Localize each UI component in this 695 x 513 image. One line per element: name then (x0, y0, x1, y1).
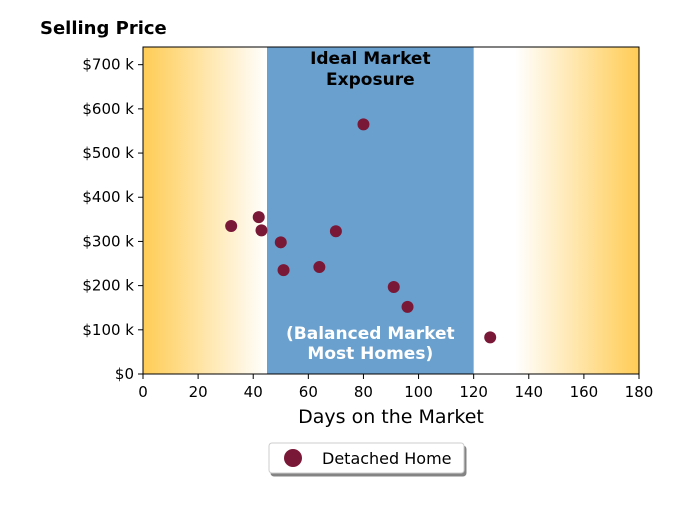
data-point (387, 280, 400, 293)
x-tick-label: 140 (514, 383, 543, 401)
data-point (401, 300, 414, 313)
legend: Detached Home (268, 442, 465, 474)
data-points (225, 118, 497, 344)
data-point (225, 219, 238, 232)
x-tick-label: 0 (138, 383, 148, 401)
y-axis: $0 $100 k $200 k $300 k $400 k $500 k $600 k $7… (82, 56, 143, 383)
x-tick-label: 60 (299, 383, 318, 401)
legend-box (268, 442, 465, 474)
y-tick-label: $200 k (82, 277, 134, 295)
y-tick-label: $100 k (82, 321, 134, 339)
data-point (252, 211, 265, 224)
band-label-top: Ideal Market (310, 49, 431, 69)
y-tick-label: $300 k (82, 232, 134, 250)
x-tick-label: 160 (570, 383, 599, 401)
data-point (277, 264, 290, 277)
band-label-bottom: Most Homes) (307, 344, 433, 364)
data-point (329, 225, 342, 238)
x-tick-label: 180 (625, 383, 654, 401)
chart-title: Selling Price (40, 18, 167, 39)
data-point (255, 224, 268, 237)
legend-marker (284, 449, 302, 467)
data-point (357, 118, 370, 131)
y-tick-label: $500 k (82, 144, 134, 162)
band-label-top: Exposure (326, 70, 415, 90)
data-point (313, 261, 326, 274)
y-tick-label: $0 (115, 365, 134, 383)
legend-label: Detached Home (322, 449, 452, 468)
data-point (274, 236, 287, 249)
y-tick-label: $400 k (82, 188, 134, 206)
y-tick-label: $700 k (82, 56, 134, 74)
band-label-bottom: (Balanced Market (286, 324, 455, 344)
band-rect (267, 47, 474, 374)
y-tick-label: $600 k (82, 100, 134, 118)
data-point (484, 331, 497, 344)
x-tick-label: 40 (244, 383, 263, 401)
x-tick-label: 80 (354, 383, 373, 401)
x-tick-label: 20 (189, 383, 208, 401)
x-tick-label: 120 (459, 383, 488, 401)
x-axis: 0 20 40 60 80 100 120 140 160 180 (138, 374, 653, 401)
plot-frame (142, 46, 640, 375)
x-axis-title: Days on the Market (298, 406, 484, 428)
x-tick-label: 100 (404, 383, 433, 401)
